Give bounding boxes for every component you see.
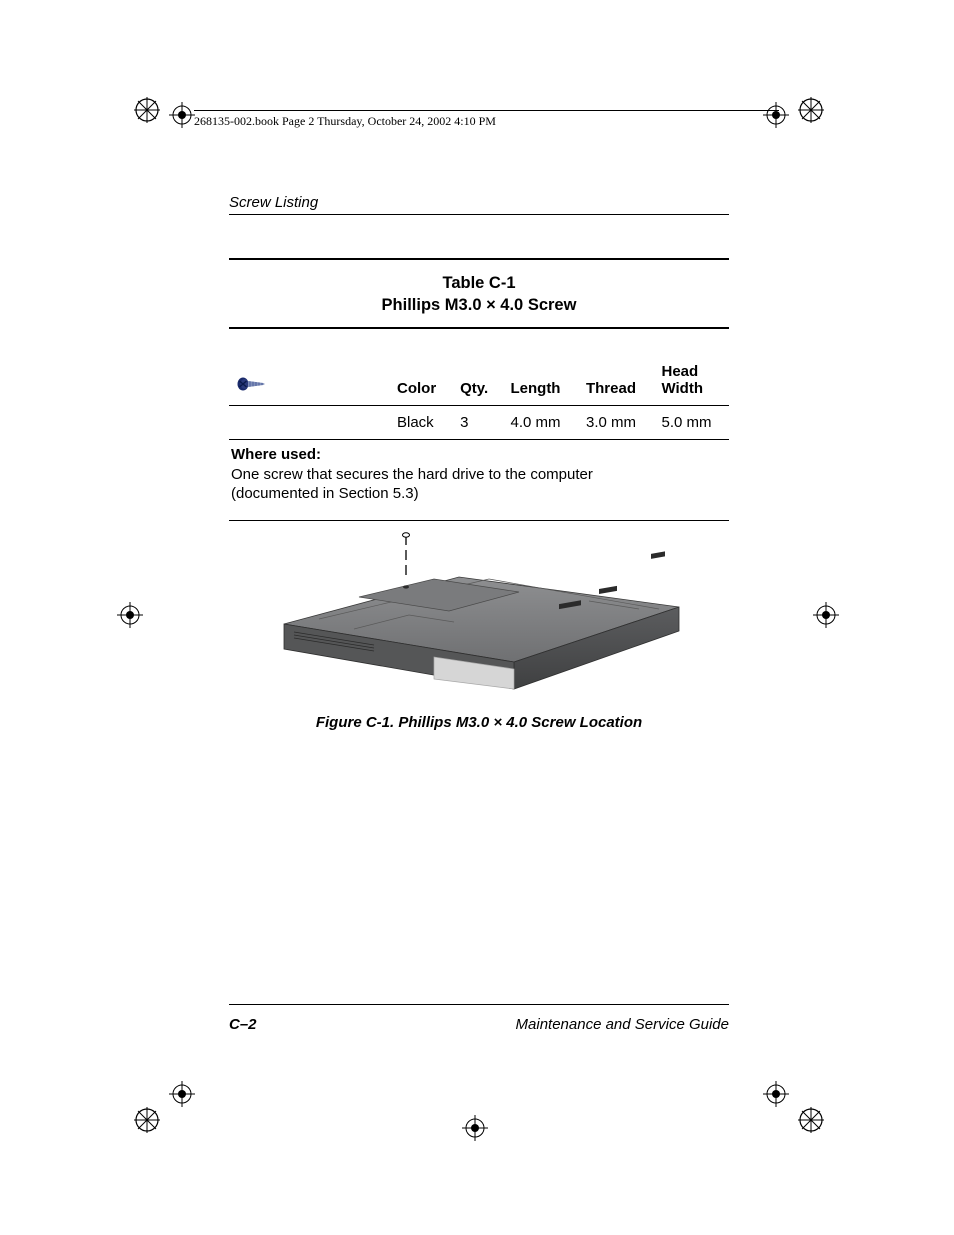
screw-callout <box>403 532 410 574</box>
empty-cell <box>229 405 389 439</box>
cell-color: Black <box>389 405 452 439</box>
col-qty: Qty. <box>452 357 502 406</box>
cell-qty: 3 <box>452 405 502 439</box>
col-headw: HeadWidth <box>653 357 729 406</box>
where-used-label: Where used: <box>231 446 727 463</box>
cell-thread: 3.0 mm <box>578 405 654 439</box>
cropmark-bottom-right <box>756 1072 826 1142</box>
where-used: Where used: One screw that secures the h… <box>229 440 729 504</box>
col-color: Color <box>389 357 452 406</box>
section-title: Screw Listing <box>229 194 318 211</box>
table-number: Table C-1 <box>442 274 515 292</box>
screw-icon-cell <box>229 357 389 406</box>
table-title-bottom-rule <box>229 327 729 329</box>
col-length: Length <box>502 357 578 406</box>
footer: C–2 Maintenance and Service Guide <box>229 1016 729 1033</box>
figure-caption: Figure C-1. Phillips M3.0 × 4.0 Screw Lo… <box>229 714 729 731</box>
col-thread: Thread <box>578 357 654 406</box>
spec-table: Color Qty. Length Thread HeadWidth Black… <box>229 357 729 440</box>
book-title: Maintenance and Service Guide <box>516 1016 729 1033</box>
cropmark-mid-right <box>806 595 846 635</box>
page: 268135-002.book Page 2 Thursday, October… <box>0 0 954 1235</box>
cropmark-bottom-left <box>132 1072 202 1142</box>
cropmark-top-left <box>132 90 202 160</box>
table-header-row: Color Qty. Length Thread HeadWidth <box>229 357 729 406</box>
page-number: C–2 <box>229 1016 257 1033</box>
table-row: Black 3 4.0 mm 3.0 mm 5.0 mm <box>229 405 729 439</box>
where-used-line1: One screw that secures the hard drive to… <box>231 466 593 483</box>
cropmark-mid-left <box>110 595 150 635</box>
laptop-illustration <box>259 529 699 699</box>
table-title: Table C-1 Phillips M3.0 × 4.0 Screw <box>229 260 729 327</box>
where-used-desc: One screw that secures the hard drive to… <box>231 465 727 504</box>
section-rule <box>229 214 729 215</box>
screw-icon <box>237 375 267 393</box>
cell-headwidth: 5.0 mm <box>653 405 729 439</box>
content-area: Table C-1 Phillips M3.0 × 4.0 Screw <box>229 258 729 731</box>
cropmark-bottom-center <box>455 1108 495 1148</box>
figure: Figure C-1. Phillips M3.0 × 4.0 Screw Lo… <box>229 520 729 731</box>
cell-length: 4.0 mm <box>502 405 578 439</box>
footer-rule <box>229 1004 729 1005</box>
running-head: 268135-002.book Page 2 Thursday, October… <box>194 110 779 129</box>
running-head-text: 268135-002.book Page 2 Thursday, October… <box>194 114 496 128</box>
table-name: Phillips M3.0 × 4.0 Screw <box>382 296 577 314</box>
where-used-line2: (documented in Section 5.3) <box>231 485 419 502</box>
